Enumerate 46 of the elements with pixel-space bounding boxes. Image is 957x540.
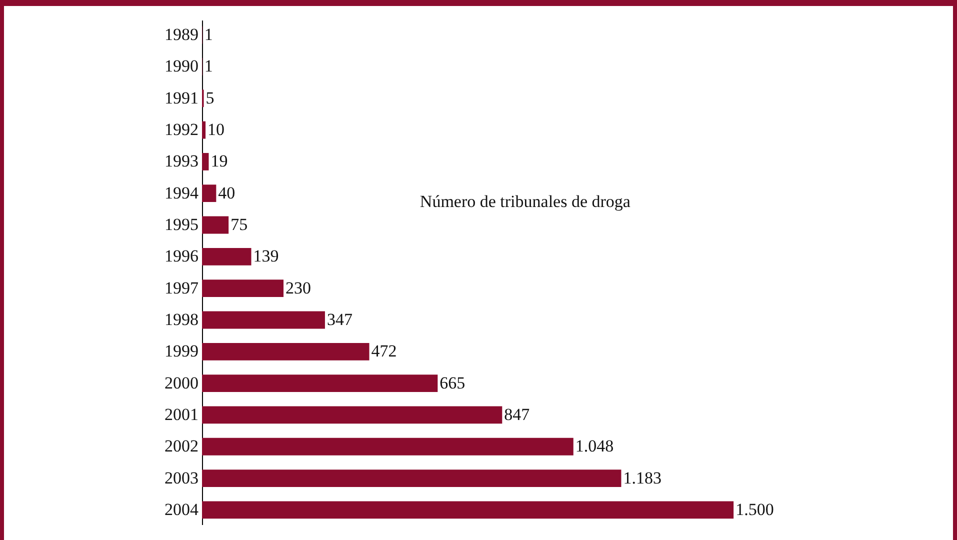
y-tick-label: 2000 — [164, 373, 198, 392]
bar — [202, 248, 252, 266]
data-label: 1.048 — [575, 436, 614, 456]
data-label: 1 — [204, 25, 213, 44]
data-label: 230 — [286, 278, 312, 298]
y-tick-label: 1994 — [164, 183, 199, 202]
y-tick-label: 2003 — [164, 468, 198, 488]
y-tick-label: 2004 — [164, 500, 199, 519]
bar — [202, 501, 734, 519]
y-tick-label: 1996 — [164, 246, 198, 266]
data-label: 347 — [326, 310, 353, 329]
bar — [202, 152, 209, 170]
data-label: 40 — [218, 183, 236, 202]
y-tick-label: 1995 — [164, 215, 198, 234]
bar — [202, 438, 574, 456]
y-tick-label: 1991 — [164, 88, 198, 108]
data-label: 665 — [440, 373, 466, 392]
y-tick-label: 2002 — [164, 436, 198, 456]
y-tick-label: 1999 — [164, 342, 198, 361]
bar — [202, 470, 622, 488]
data-label: 472 — [371, 342, 397, 361]
y-tick-label: 1997 — [164, 278, 199, 298]
bar — [202, 311, 325, 329]
data-label: 75 — [230, 215, 248, 234]
bar — [202, 406, 502, 424]
y-tick-label: 1993 — [164, 152, 198, 171]
bar — [202, 184, 216, 202]
bar — [202, 216, 229, 234]
text: Número de tribunales de droga — [420, 192, 631, 211]
data-label: 1.500 — [736, 500, 774, 519]
data-label: 5 — [206, 88, 214, 108]
data-label: 19 — [210, 152, 228, 171]
bar — [202, 342, 370, 360]
data-label: 139 — [253, 246, 279, 266]
bar — [202, 374, 438, 392]
y-tick-label: 1989 — [164, 25, 198, 44]
y-tick-label: 1998 — [164, 310, 198, 329]
y-tick-label: 1992 — [164, 120, 198, 140]
data-label: 1.183 — [623, 468, 662, 488]
y-tick-label: 2001 — [164, 404, 198, 424]
bar — [202, 121, 206, 139]
y-tick-label: 1990 — [164, 56, 198, 76]
bar — [202, 280, 284, 298]
data-label: 10 — [208, 120, 225, 140]
data-label: 1 — [204, 56, 213, 76]
data-label: 847 — [504, 404, 530, 424]
